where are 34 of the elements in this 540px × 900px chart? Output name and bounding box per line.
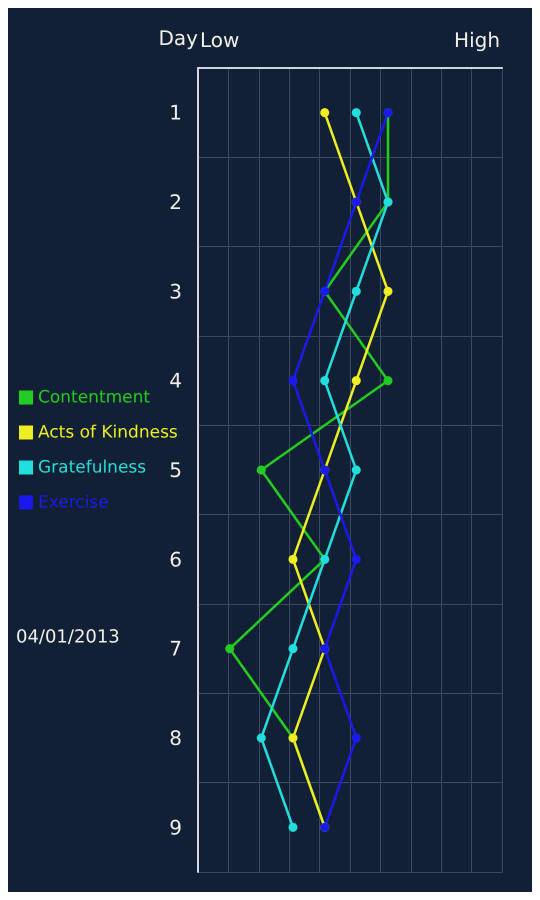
point — [288, 554, 298, 564]
y-tick-label: 6 — [169, 547, 182, 572]
point — [352, 554, 361, 564]
point — [288, 822, 298, 832]
y-tick-label: 4 — [169, 368, 182, 393]
y-tick-label: 3 — [169, 279, 182, 304]
y-tick-label: 7 — [169, 636, 182, 661]
point — [384, 376, 392, 386]
y-axis-title: Day — [158, 26, 198, 50]
y-tick-label: 8 — [169, 726, 182, 750]
point — [352, 466, 361, 474]
point — [288, 376, 298, 386]
point — [352, 376, 361, 386]
legend-label: Gratefulness — [38, 458, 146, 478]
legend-label: Exercise — [38, 492, 109, 512]
y-tick-label: 1 — [169, 100, 182, 125]
legend-label: Acts of Kindness — [38, 422, 178, 442]
y-tick-label: 9 — [169, 815, 182, 840]
point — [384, 286, 392, 296]
point — [256, 466, 266, 474]
y-tick-label: 5 — [169, 458, 182, 482]
point — [288, 644, 298, 654]
text: Low — [200, 28, 240, 52]
point — [352, 734, 361, 742]
point — [225, 644, 234, 654]
text: High — [454, 28, 500, 52]
point — [320, 108, 330, 118]
point — [256, 734, 266, 742]
point — [320, 376, 330, 386]
point — [352, 286, 361, 296]
text: 04/01/2013 — [16, 626, 120, 648]
y-tick-label: 2 — [169, 190, 182, 214]
legend-label: Contentment — [38, 388, 150, 408]
point — [352, 108, 361, 118]
